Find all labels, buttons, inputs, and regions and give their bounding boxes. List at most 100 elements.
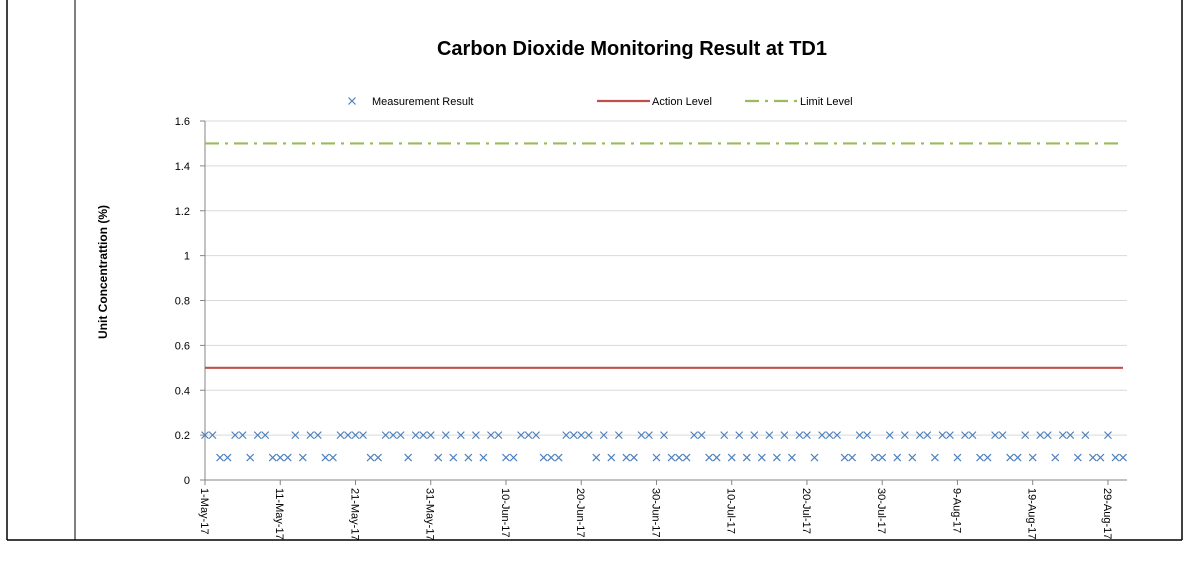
- data-point: [833, 431, 841, 440]
- data-point: [803, 431, 811, 440]
- data-point: [946, 431, 954, 440]
- x-tick-label: 19-Aug-17: [1026, 488, 1038, 539]
- data-point: [381, 431, 390, 440]
- x-tick-label: 10-Jul-17: [725, 488, 737, 534]
- data-point: [1081, 431, 1090, 440]
- data-point: [1119, 453, 1127, 462]
- data-point: [517, 431, 525, 440]
- data-point: [855, 431, 864, 440]
- data-point: [1088, 453, 1097, 462]
- data-point: [1096, 453, 1105, 462]
- data-point: [968, 431, 977, 440]
- x-tick-label: 11-May-17: [273, 488, 285, 540]
- data-point: [961, 431, 969, 440]
- chart-title: Carbon Dioxide Monitoring Result at TD1: [437, 38, 827, 60]
- data-point: [848, 453, 857, 462]
- x-tick-label: 10-Jun-17: [499, 488, 511, 538]
- data-point: [742, 453, 751, 462]
- data-point: [1066, 431, 1075, 440]
- y-tick-label: 1: [184, 251, 190, 263]
- data-point: [449, 453, 458, 462]
- data-point: [818, 431, 826, 440]
- data-point: [682, 453, 691, 462]
- data-point: [697, 431, 706, 440]
- data-point: [569, 431, 578, 440]
- data-point: [261, 431, 270, 440]
- data-point: [705, 453, 714, 462]
- data-point: [1104, 431, 1112, 440]
- data-point: [1021, 431, 1030, 440]
- data-point: [727, 453, 736, 462]
- data-point: [487, 431, 495, 440]
- data-point: [637, 431, 646, 440]
- legend-label: Limit Level: [800, 96, 853, 108]
- data-point: [321, 453, 330, 462]
- data-point: [765, 431, 774, 440]
- data-point: [374, 453, 382, 462]
- data-point: [840, 453, 849, 462]
- data-point: [772, 453, 781, 462]
- data-point: [1043, 431, 1052, 440]
- data-point: [562, 431, 571, 440]
- data-point: [389, 431, 398, 440]
- data-point: [735, 431, 744, 440]
- data-point: [1036, 431, 1045, 440]
- data-point: [238, 431, 247, 440]
- data-point: [863, 431, 872, 440]
- data-point: [915, 431, 924, 440]
- x-tick-label: 9-Aug-17: [950, 488, 962, 533]
- data-point: [908, 453, 917, 462]
- y-tick-label: 0.4: [175, 385, 190, 397]
- data-point: [690, 431, 699, 440]
- data-point: [991, 431, 1000, 440]
- x-tick-label: 1-May-17: [198, 488, 210, 534]
- data-point: [291, 431, 300, 440]
- data-point: [359, 431, 367, 440]
- data-point: [795, 431, 804, 440]
- y-tick-label: 0.6: [175, 340, 190, 352]
- data-point: [246, 453, 255, 462]
- data-point: [494, 431, 503, 440]
- data-point: [411, 431, 420, 440]
- data-point: [216, 453, 224, 462]
- data-point: [419, 431, 428, 440]
- data-point: [938, 431, 947, 440]
- data-point: [870, 453, 879, 462]
- data-point: [1058, 431, 1067, 440]
- data-point: [577, 431, 586, 440]
- data-point: [810, 453, 819, 462]
- data-point: [336, 431, 345, 440]
- data-point: [983, 453, 992, 462]
- data-point: [1051, 453, 1060, 462]
- data-point: [720, 431, 729, 440]
- legend-marker: [348, 97, 356, 105]
- data-point: [622, 453, 631, 462]
- data-point: [900, 431, 909, 440]
- legend-label: Action Level: [652, 96, 712, 108]
- data-point: [787, 453, 796, 462]
- x-tick-label: 31-May-17: [424, 488, 436, 541]
- data-point: [502, 453, 510, 462]
- data-point: [614, 431, 623, 440]
- data-point: [554, 453, 563, 462]
- y-axis-label: Unit Concentrattion (%): [96, 205, 110, 339]
- data-point: [712, 453, 721, 462]
- data-point: [953, 453, 962, 462]
- data-point: [607, 453, 616, 462]
- data-point: [1006, 453, 1015, 462]
- data-point: [313, 431, 322, 440]
- data-point: [464, 453, 473, 462]
- data-point: [923, 431, 932, 440]
- data-point: [471, 431, 480, 440]
- data-point: [930, 453, 939, 462]
- legend-label: Measurement Result: [372, 96, 474, 108]
- data-point: [208, 431, 217, 440]
- y-tick-label: 0: [184, 475, 190, 487]
- data-point: [885, 431, 894, 440]
- data-point: [825, 431, 834, 440]
- x-tick-label: 20-Jul-17: [800, 488, 812, 534]
- data-point: [253, 431, 262, 440]
- data-point: [306, 431, 315, 440]
